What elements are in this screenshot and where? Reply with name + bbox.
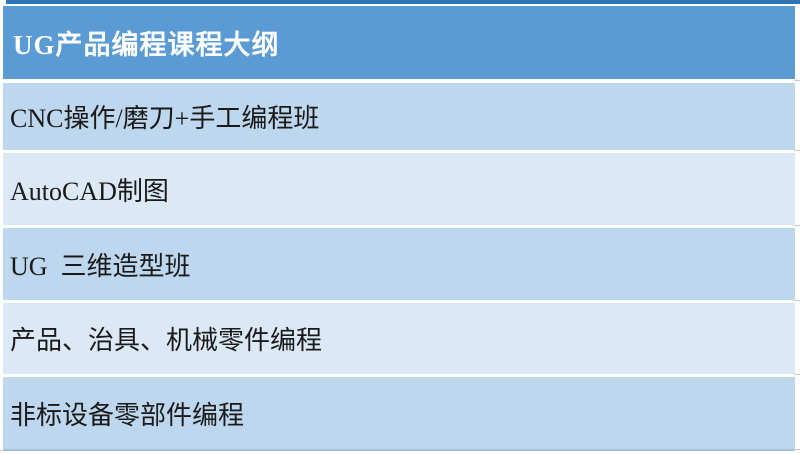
course-row-product-jig-machinery-programming[interactable]: 产品、治具、机械零件编程: [3, 303, 795, 374]
course-row-autocad-drafting[interactable]: AutoCAD制图: [3, 153, 795, 225]
table-title: UG产品编程课程大纲: [13, 30, 280, 60]
row-separator: [3, 374, 795, 377]
row-separator: [3, 225, 795, 228]
gridline-tick: [794, 80, 800, 81]
gridline-tick: [0, 450, 3, 451]
gridline-tick: [794, 150, 800, 151]
row-separator: [3, 300, 795, 303]
gridline-tick: [794, 449, 800, 450]
row-separator: [3, 150, 795, 153]
course-row-label: AutoCAD制图: [10, 176, 169, 206]
gridline-tick: [794, 225, 800, 226]
course-row-label: CNC操作/磨刀+手工编程班: [10, 104, 320, 133]
top-border-rule: [6, 0, 800, 4]
course-row-ug-3d-modeling[interactable]: UG 三维造型班: [3, 228, 795, 300]
course-row-label: UG 三维造型班: [10, 251, 191, 281]
course-row-nonstandard-parts-programming[interactable]: 非标设备零部件编程: [3, 377, 795, 449]
row-separator: [3, 79, 795, 83]
course-row-label: 非标设备零部件编程: [10, 400, 245, 430]
course-row-label: 产品、治具、机械零件编程: [10, 326, 323, 355]
gridline-tick: [794, 374, 800, 375]
bottom-border-rule: [3, 449, 795, 451]
course-row-cnc-manual-programming[interactable]: CNC操作/磨刀+手工编程班: [3, 83, 795, 150]
row-separator: [3, 4, 795, 6]
table-header-row: UG产品编程课程大纲: [3, 6, 795, 79]
gridline-tick: [794, 300, 800, 301]
